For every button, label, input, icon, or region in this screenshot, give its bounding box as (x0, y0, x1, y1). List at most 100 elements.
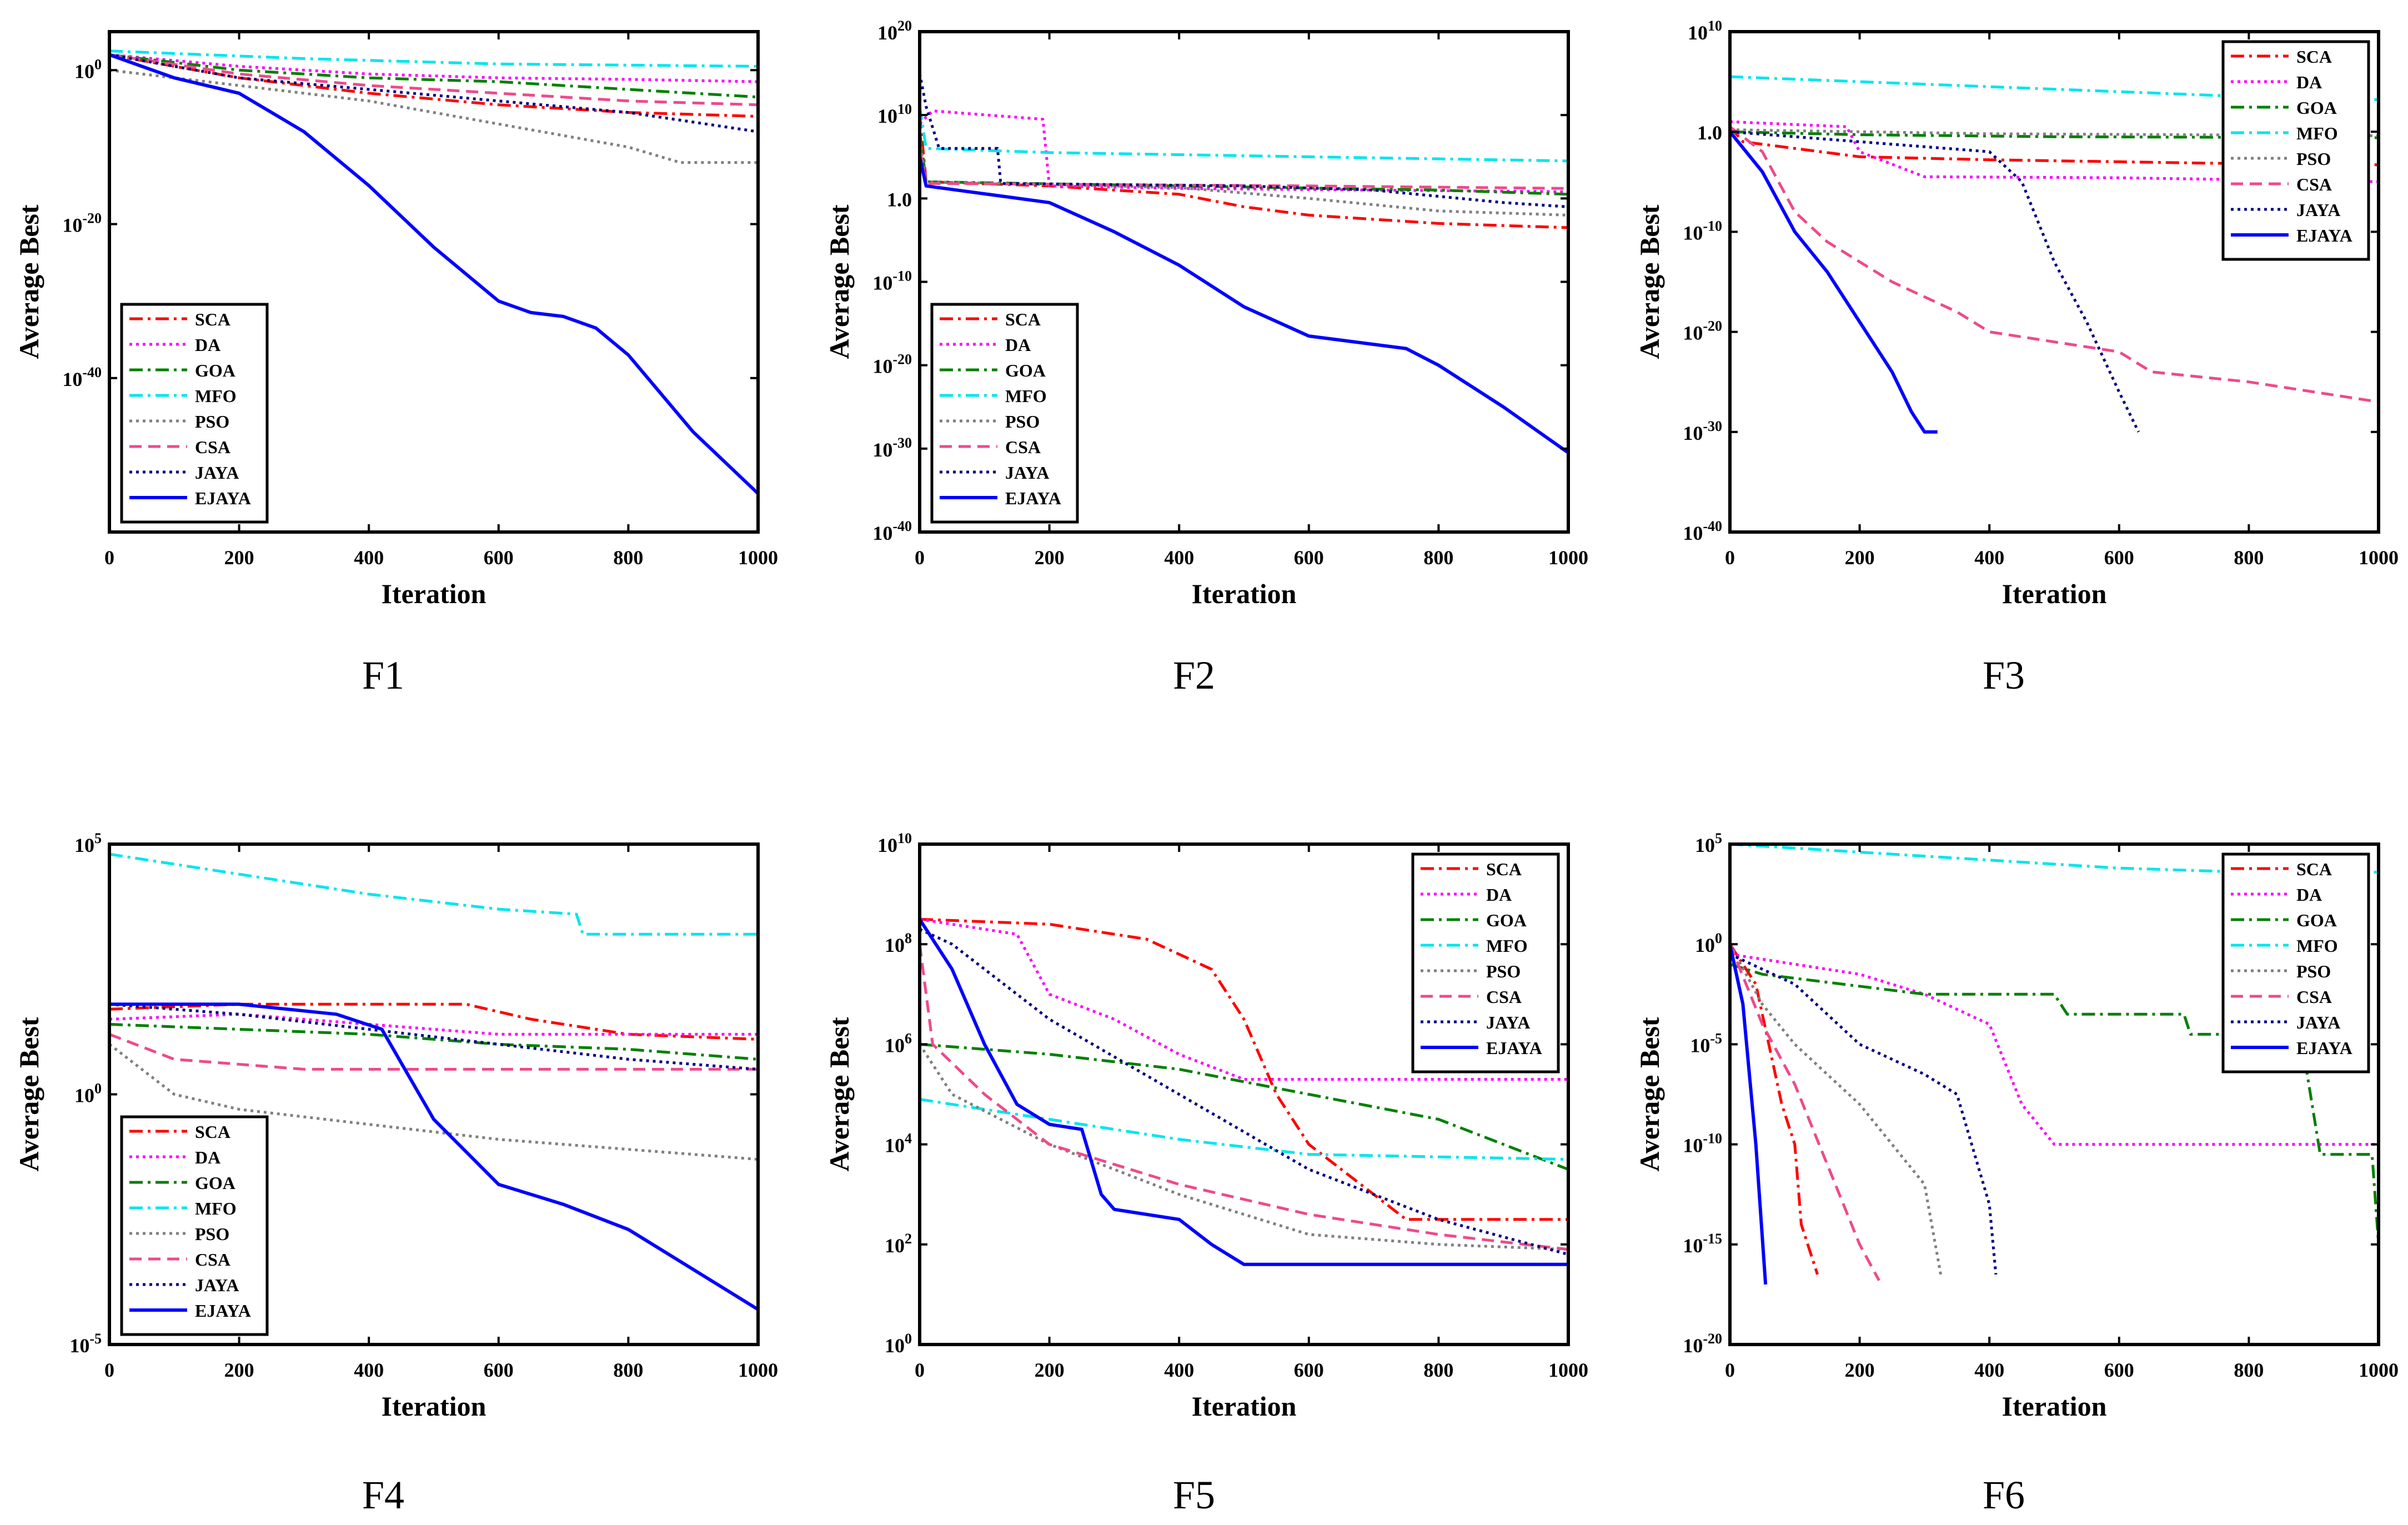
x-tick-label: 0 (104, 1359, 114, 1381)
legend-label-pso: PSO (1486, 961, 1521, 981)
x-tick-label: 400 (1164, 546, 1194, 569)
legend-label-jaya: JAYA (1486, 1012, 1530, 1032)
series-group (109, 49, 758, 495)
x-tick-label: 1000 (2359, 1359, 2399, 1381)
legend: SCA DA GOA MFO PSO CSA JAYA EJAYA (120, 303, 269, 524)
x-tick-label: 600 (2104, 546, 2134, 569)
legend-label-goa: GOA (1005, 360, 1046, 380)
series-group (1730, 75, 2379, 434)
series-line-da (109, 53, 758, 83)
legend-label-csa: CSA (195, 1250, 230, 1270)
x-tick-label: 200 (1845, 1359, 1875, 1381)
legend-label-da: DA (2296, 885, 2322, 905)
y-tick-label: 104 (885, 1131, 912, 1157)
y-tick-label: 102 (885, 1231, 912, 1257)
legend-label-ejaya: EJAYA (195, 488, 251, 508)
series-line-goa (920, 131, 1568, 196)
series-line-goa (920, 1042, 1568, 1171)
legend-box (1411, 852, 1560, 1073)
x-tick-label: 0 (104, 546, 114, 569)
x-tick-label: 800 (613, 546, 643, 569)
x-tick-label: 400 (354, 1359, 384, 1381)
x-tick-label: 1000 (738, 1359, 778, 1381)
y-tick-label: 10-20 (1683, 1331, 1722, 1357)
chart-f3: 0 200 400 600 800 1000 1010 1.0 10-10 10-20 10-30 1… (1634, 18, 2399, 698)
legend-label-da: DA (1486, 885, 1512, 905)
series-line-ejaya (920, 156, 1568, 454)
series-line-da (1730, 952, 2379, 1146)
y-tick-label: 108 (885, 930, 912, 956)
y-tick-label: 1010 (1688, 18, 1722, 44)
y-tick-label: 100 (74, 56, 102, 82)
x-tick-label: 200 (1035, 1359, 1065, 1381)
x-tick-label: 200 (1035, 546, 1065, 569)
series-line-goa (1730, 962, 2379, 1245)
series-line-goa (109, 53, 758, 99)
legend-label-ejaya: EJAYA (1486, 1038, 1542, 1058)
legend-box (120, 303, 269, 524)
legend-label-sca: SCA (195, 1122, 230, 1142)
x-tick-label: 600 (1294, 1359, 1324, 1381)
legend-label-jaya: JAYA (2296, 200, 2340, 220)
panel-caption-f4: F4 (362, 1473, 404, 1517)
legend-label-goa: GOA (1486, 910, 1527, 930)
y-tick-label: 10-10 (872, 268, 912, 294)
series-group (109, 852, 758, 1311)
series-line-goa (1730, 130, 2379, 139)
x-tick-label: 800 (613, 1359, 643, 1381)
legend: SCA DA GOA MFO PSO CSA JAYA EJAYA (930, 303, 1079, 524)
x-tick-label: 1000 (738, 546, 778, 569)
series-line-goa (109, 1022, 758, 1061)
legend-label-sca: SCA (2296, 47, 2332, 67)
x-tick-label: 200 (224, 1359, 254, 1381)
x-axis-label: Iteration (1192, 578, 1297, 609)
legend-label-mfo: MFO (1486, 936, 1528, 956)
x-axis-label: Iteration (2002, 1391, 2107, 1422)
legend-box (2221, 852, 2370, 1073)
legend-label-sca: SCA (2296, 859, 2332, 879)
x-tick-label: 200 (224, 546, 254, 569)
y-tick-label: 10-15 (1683, 1231, 1722, 1257)
legend-label-sca: SCA (1005, 309, 1041, 329)
series-line-mfo (109, 49, 758, 68)
panel-caption-f5: F5 (1173, 1473, 1215, 1517)
series-line-csa (1730, 126, 2379, 404)
y-axis-label: Average Best (1634, 1017, 1665, 1171)
x-tick-label: 0 (1725, 546, 1735, 569)
y-tick-label: 1.0 (887, 188, 912, 210)
plot-frame (1728, 842, 2380, 1346)
x-tick-label: 400 (1974, 546, 2004, 569)
x-tick-label: 800 (1423, 1359, 1453, 1381)
x-tick-label: 200 (1845, 546, 1875, 569)
x-tick-label: 0 (915, 1359, 925, 1381)
chart-f5: 0 200 400 600 800 1000 1010 108 106 104 102 100 Iter… (824, 830, 1588, 1517)
legend-label-csa: CSA (1486, 987, 1522, 1007)
y-tick-label: 100 (885, 1331, 912, 1357)
x-tick-label: 1000 (2359, 546, 2399, 569)
x-tick-label: 800 (2234, 546, 2264, 569)
series-line-pso (109, 1043, 758, 1161)
y-axis-label: Average Best (13, 204, 44, 359)
y-tick-label: 106 (885, 1030, 912, 1056)
x-axis-label: Iteration (382, 1391, 486, 1422)
y-tick-label: 1020 (877, 18, 912, 44)
y-tick-label: 10-5 (1690, 1030, 1722, 1056)
series-line-jaya (109, 53, 758, 133)
y-tick-label: 10-40 (872, 518, 912, 544)
series-line-csa (1730, 944, 1880, 1281)
legend-box (930, 303, 1079, 524)
x-tick-label: 800 (1423, 546, 1453, 569)
legend-label-jaya: JAYA (1005, 463, 1049, 483)
legend-label-pso: PSO (2296, 961, 2331, 981)
y-tick-label: 105 (1695, 830, 1722, 856)
legend-label-goa: GOA (2296, 98, 2337, 118)
legend-box (120, 1115, 269, 1336)
chart-f6: 0 200 400 600 800 1000 105 100 10-5 10-10 10-15 10-… (1634, 830, 2399, 1517)
plot-frame (1728, 30, 2380, 534)
legend-label-ejaya: EJAYA (1005, 488, 1061, 508)
series-line-csa (109, 53, 758, 107)
panel-caption-f2: F2 (1173, 653, 1215, 698)
legend-label-sca: SCA (1486, 859, 1522, 879)
series-line-ejaya (1730, 131, 1938, 434)
legend-label-pso: PSO (195, 412, 229, 432)
